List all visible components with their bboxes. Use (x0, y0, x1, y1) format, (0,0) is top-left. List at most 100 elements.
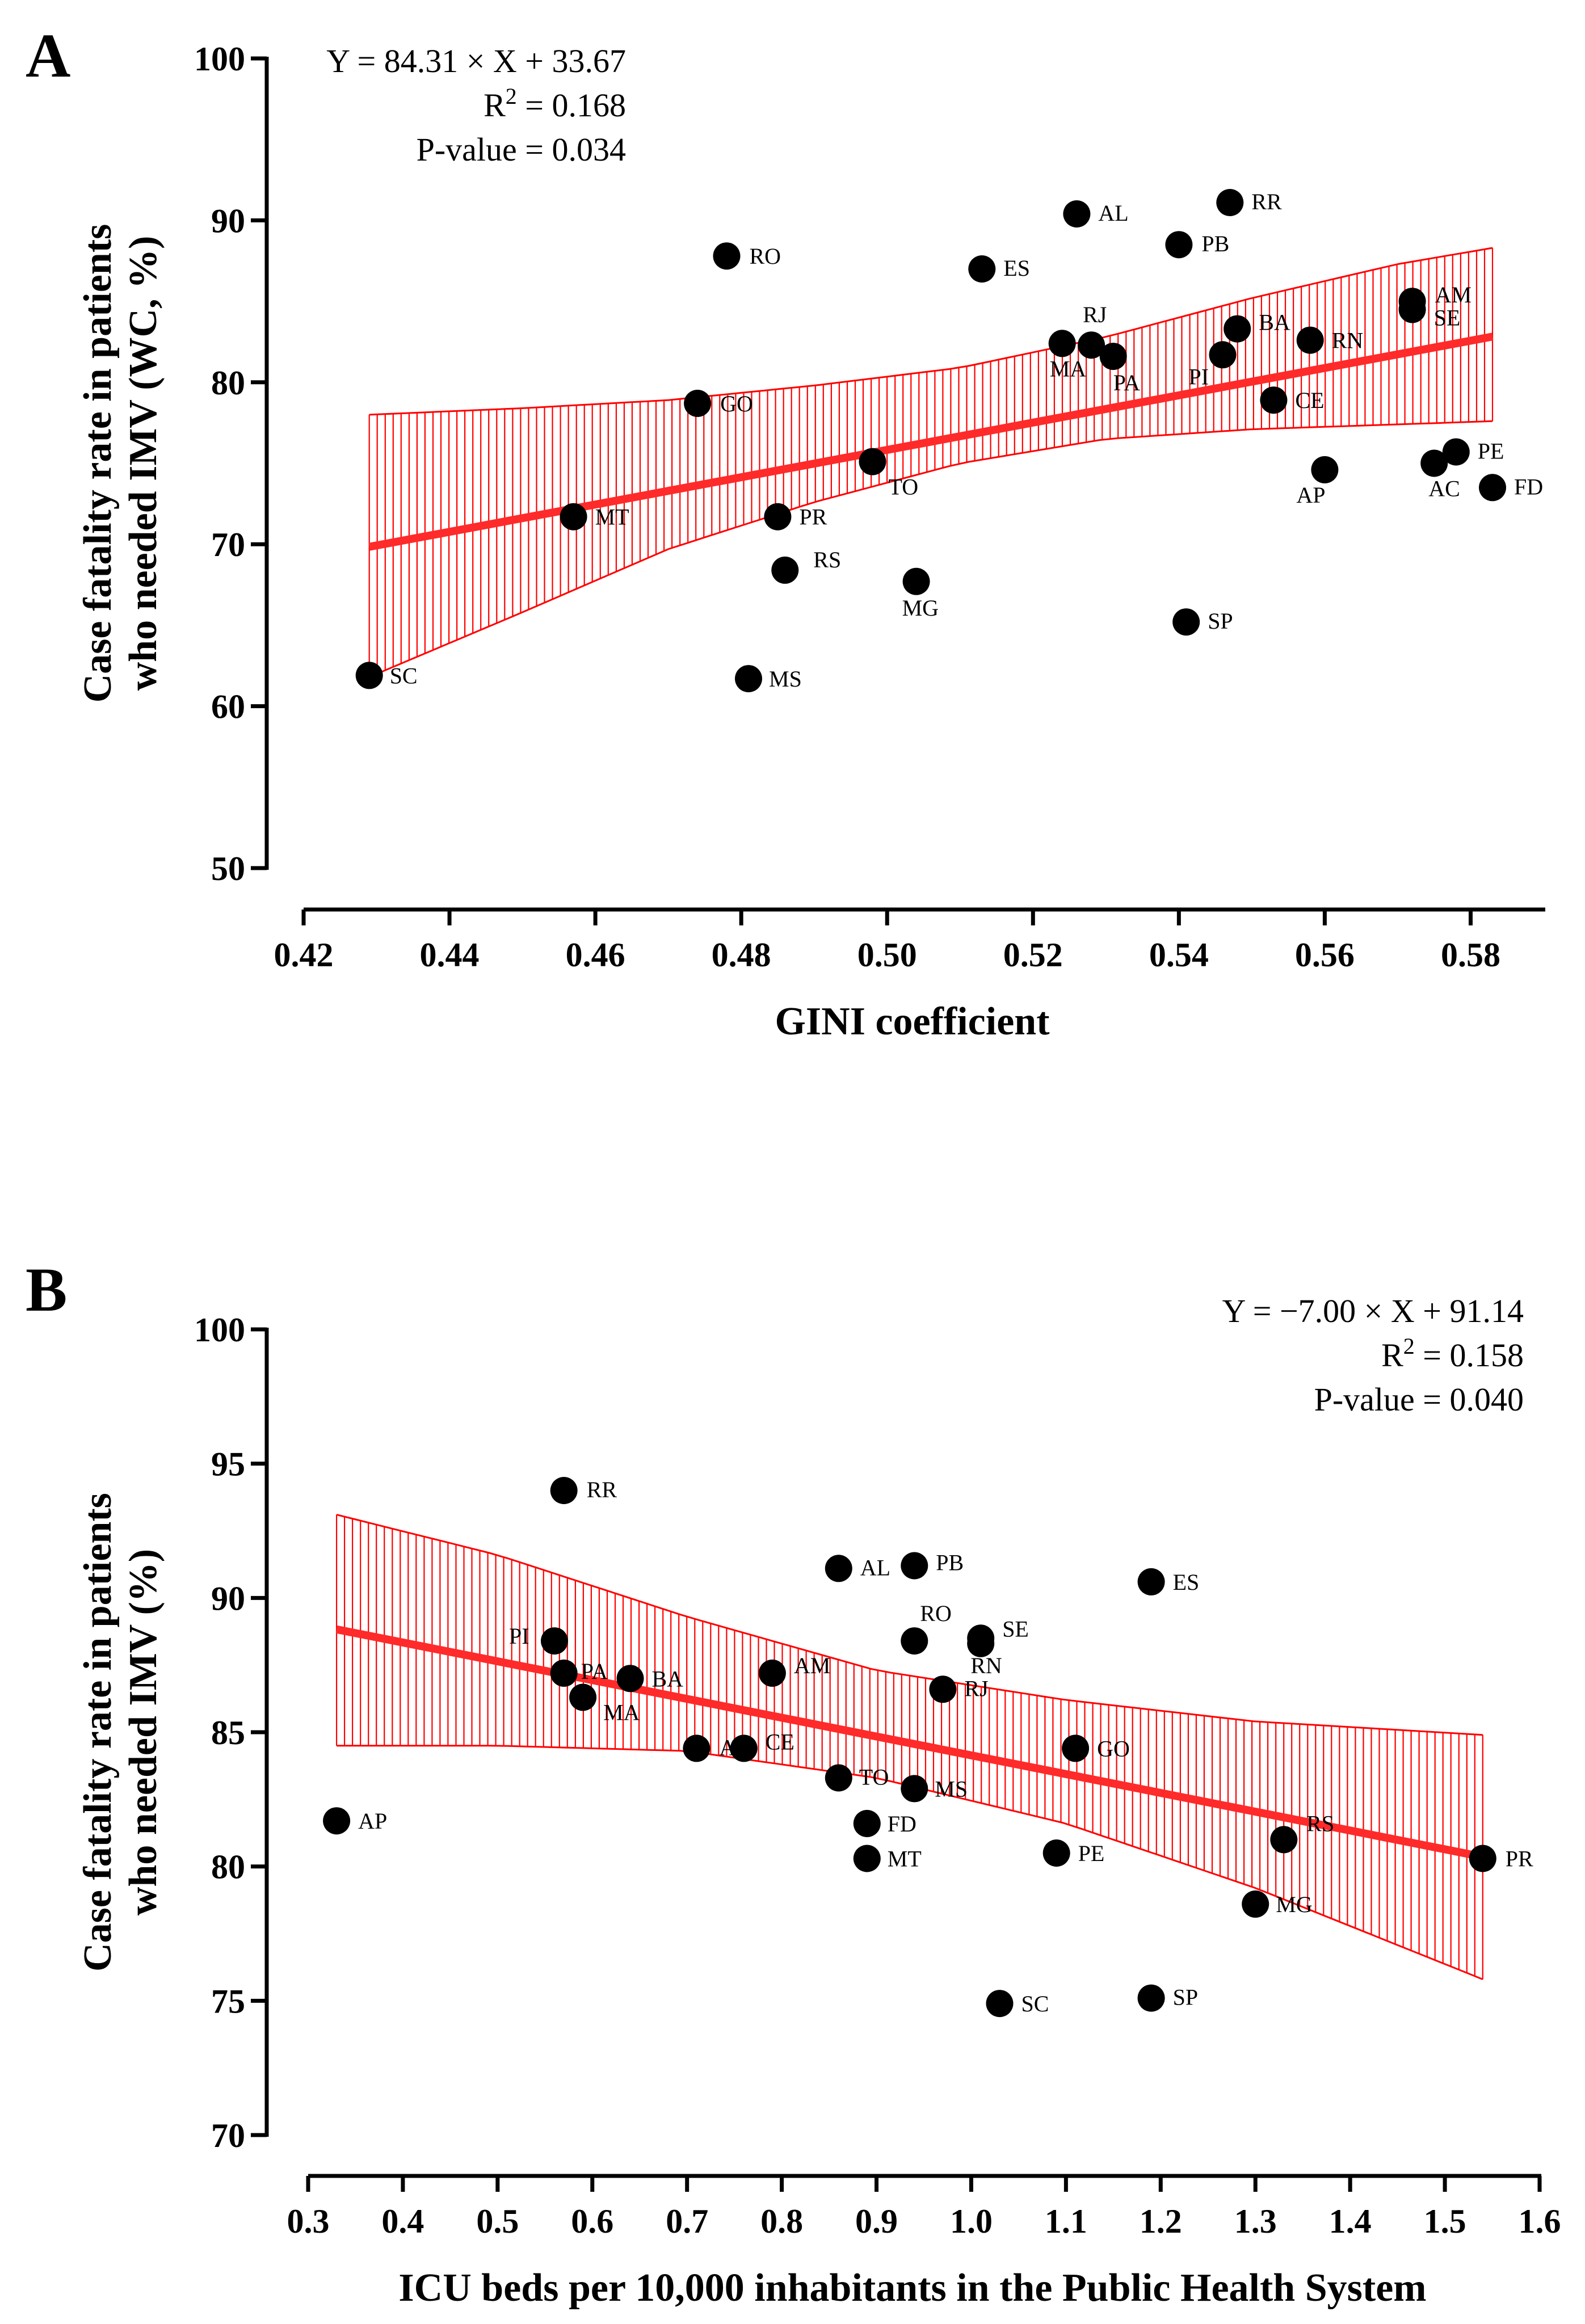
ci-upper-edge (336, 1514, 1483, 1736)
point-label-pi: PI (509, 1623, 529, 1649)
point-label-pe: PE (1078, 1841, 1105, 1866)
x-axis-title-b: ICU beds per 10,000 inhabitants in the P… (398, 2266, 1426, 2310)
data-point-pe (1442, 438, 1470, 466)
data-point-es (968, 255, 996, 283)
y-tick-label: 60 (211, 688, 245, 726)
data-point-ce (730, 1734, 758, 1762)
data-point-sc (986, 1990, 1014, 2018)
data-point-rj (1078, 331, 1105, 359)
x-tick-label: 1.6 (1519, 2203, 1561, 2240)
data-point-sc (355, 662, 383, 689)
point-label-ro: RO (920, 1601, 952, 1626)
point-label-mt: MT (595, 504, 629, 530)
point-label-pr: PR (799, 504, 827, 530)
data-point-mg (902, 567, 930, 595)
point-label-ma: MA (1050, 356, 1087, 381)
data-point-se (1398, 296, 1426, 323)
x-axis-a: 0.42 0.44 0.46 0.48 0.50 0.52 0.54 0.56 0.58 (274, 907, 1545, 974)
point-label-pb: PB (1201, 231, 1229, 256)
point-label-mg: MG (1276, 1892, 1312, 1917)
data-point-es (1137, 1568, 1165, 1595)
point-label-es: ES (1173, 1569, 1200, 1595)
data-point-am (758, 1659, 786, 1687)
data-point-go (684, 389, 712, 417)
y-axis-title-a-line-1: Case fatality rate in patients (76, 224, 120, 703)
x-tick-label: 0.46 (566, 936, 625, 974)
panel-letter-b: B (26, 1255, 67, 1324)
data-point-fd (853, 1809, 881, 1837)
x-tick-label: 0.48 (712, 936, 771, 974)
regression-stats-b: Y = −7.00 × X + 91.14 R2 = 0.158 P-value =… (1222, 1292, 1524, 1418)
data-point-ac (683, 1734, 710, 1762)
panel-letter-a: A (26, 21, 70, 90)
data-point-rn (967, 1630, 995, 1657)
data-point-mg (1242, 1890, 1269, 1918)
x-tick-label: 0.52 (1003, 936, 1063, 974)
point-label-pe: PE (1478, 439, 1504, 464)
x-tick-label: 0.6 (571, 2203, 613, 2240)
regression-stats-a: Y = 84.31 × X + 33.67 R2 = 0.168 P-value =… (326, 43, 626, 168)
regression-line-a (368, 332, 1494, 551)
point-label-sp: SP (1208, 608, 1233, 634)
point-label-go: GO (720, 391, 753, 416)
x-tick-label: 0.9 (855, 2203, 898, 2240)
data-point-pa (550, 1659, 578, 1687)
point-label-go: GO (1097, 1736, 1130, 1761)
point-label-rj: RJ (964, 1675, 988, 1701)
point-label-to: TO (859, 1765, 889, 1790)
data-point-rr (1216, 189, 1244, 216)
x-tick-label: 0.54 (1149, 936, 1209, 974)
point-label-pb: PB (936, 1550, 964, 1576)
x-tick-label: 1.5 (1424, 2203, 1466, 2240)
data-point-ma (1048, 330, 1076, 357)
data-point-mt (560, 503, 587, 531)
data-point-rs (1270, 1826, 1298, 1854)
data-point-pb (1165, 231, 1193, 259)
point-label-pa: PA (581, 1658, 608, 1684)
regression-equation: Y = −7.00 × X + 91.14 (1222, 1292, 1524, 1329)
point-label-fd: FD (1514, 474, 1543, 499)
point-label-ms: MS (935, 1776, 968, 1801)
x-tick-label: 0.3 (287, 2203, 330, 2240)
x-tick-label: 0.44 (420, 936, 480, 974)
point-label-ba: BA (652, 1666, 684, 1691)
y-tick-label: 80 (211, 1849, 245, 1886)
point-label-am: AM (794, 1653, 830, 1678)
point-label-se: SE (1002, 1616, 1029, 1641)
data-point-rn (1296, 326, 1324, 354)
x-tick-label: 1.3 (1234, 2203, 1277, 2240)
point-label-rr: RR (587, 1477, 617, 1502)
data-point-pb (901, 1552, 928, 1580)
data-point-pa (1099, 343, 1127, 371)
point-label-ba: BA (1259, 310, 1290, 335)
data-point-ma (569, 1683, 597, 1711)
point-label-rs: RS (1306, 1811, 1334, 1836)
point-label-mg: MG (902, 595, 939, 621)
point-label-rs: RS (813, 547, 841, 572)
y-tick-label: 80 (211, 364, 245, 402)
x-axis-title-a: GINI coefficient (775, 1000, 1049, 1043)
data-point-al (1063, 200, 1091, 228)
y-axis-b: 70 75 80 85 90 95 100 (194, 1311, 269, 2154)
point-label-ms: MS (769, 666, 802, 692)
data-point-sp (1137, 1984, 1165, 2012)
y-tick-label: 90 (211, 1580, 245, 1617)
x-tick-label: 0.5 (476, 2203, 519, 2240)
point-label-pi: PI (1189, 364, 1209, 389)
point-label-se: SE (1434, 305, 1461, 330)
r-squared: R2 = 0.168 (484, 83, 626, 124)
data-point-ms (901, 1775, 928, 1803)
point-label-ac: AC (1428, 476, 1460, 502)
confidence-band-a (368, 247, 1494, 678)
x-tick-label: 1.2 (1140, 2203, 1182, 2240)
point-label-sp: SP (1173, 1985, 1199, 2010)
point-label-pr: PR (1506, 1846, 1533, 1872)
data-point-ro (713, 242, 741, 270)
point-label-fd: FD (888, 1811, 916, 1837)
point-label-al: AL (860, 1555, 890, 1580)
point-label-ap: AP (358, 1808, 387, 1834)
data-point-pi (1209, 341, 1237, 369)
data-point-go (1062, 1734, 1090, 1762)
data-points-b: RRALPBESROSERNRJPIPAMABAAMACCEGOTOMSFDMT… (323, 1477, 1533, 2018)
